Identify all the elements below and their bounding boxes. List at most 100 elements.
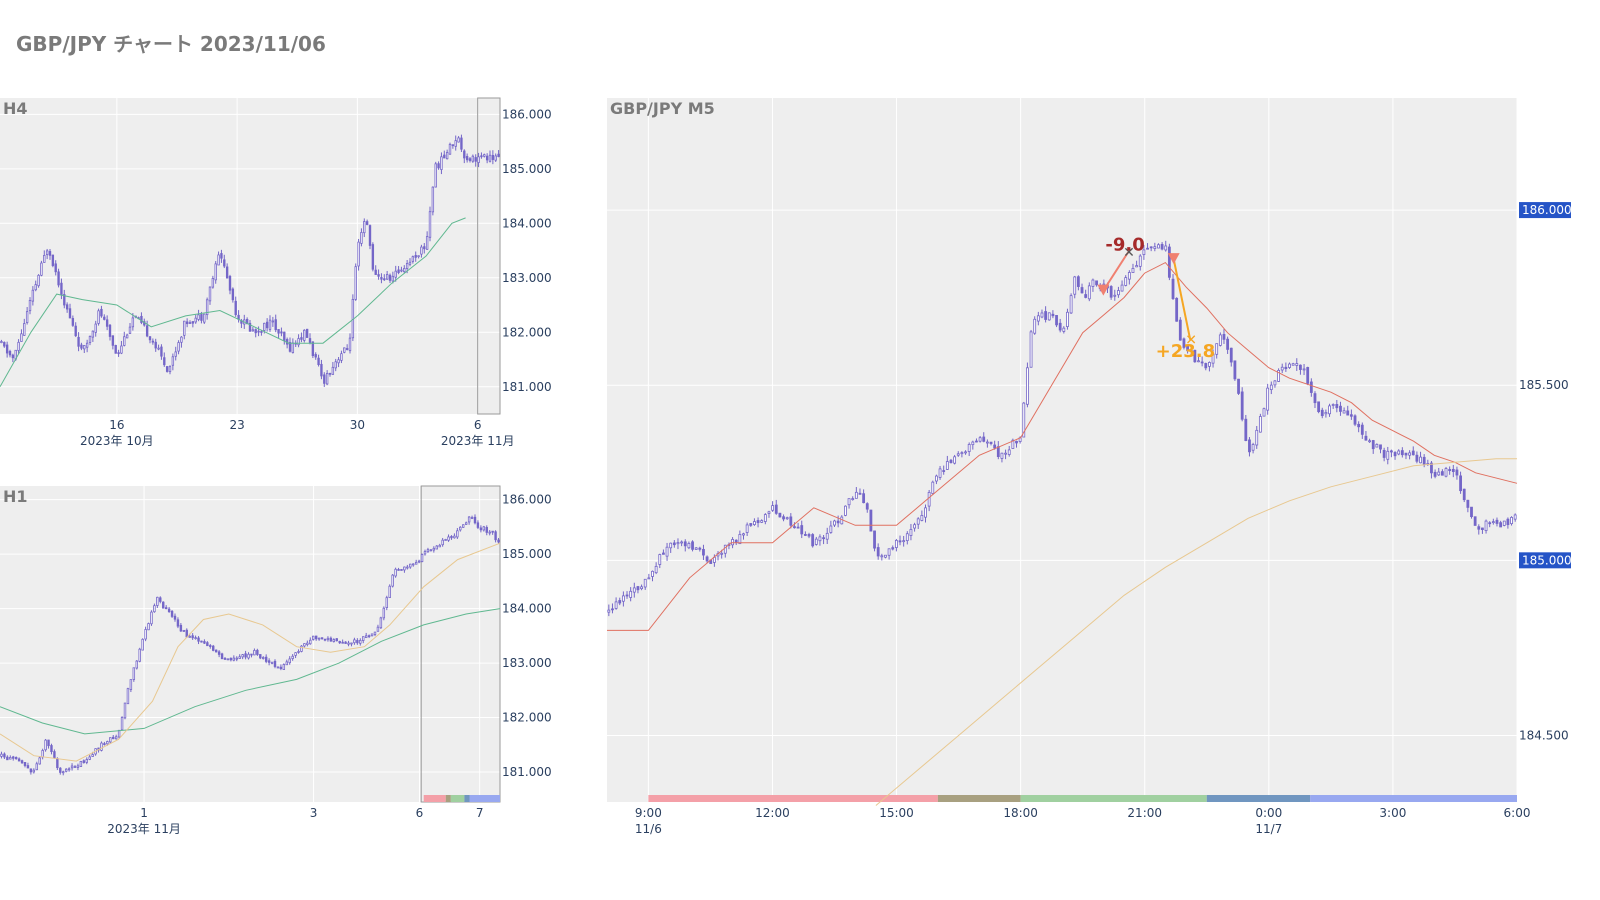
h1-candle-body	[394, 568, 397, 577]
h4-candle-body	[360, 232, 363, 244]
m5-candle-body	[1411, 450, 1415, 456]
h1-candle-body	[244, 653, 247, 658]
h4-candle-body	[443, 154, 446, 159]
m5-candle-body	[909, 529, 913, 536]
h4-candle-body	[131, 317, 135, 328]
h1-candle-body	[259, 654, 262, 659]
m5-candle-body	[680, 541, 684, 544]
m5-candle-body	[884, 554, 887, 558]
m5-candle-body	[723, 544, 727, 554]
h1-candle-body	[338, 641, 341, 644]
h4-candle-body	[120, 345, 123, 354]
h4-panel-title: H4	[3, 99, 28, 118]
m5-x-tick-label: 12:00	[755, 806, 790, 820]
h1-candle-body	[276, 666, 280, 669]
h1-candle-body	[476, 522, 480, 528]
h1-candle-body	[426, 549, 430, 553]
h1-plot-area	[0, 486, 500, 802]
m5-candle-body	[1233, 360, 1237, 380]
h1-candle-body	[279, 666, 283, 670]
h1-candle-body	[444, 539, 447, 541]
h4-candle-body	[465, 156, 469, 161]
m5-candle-body	[1284, 366, 1288, 370]
m5-candle-body	[1433, 471, 1437, 477]
h1-x-tick-label: 6	[416, 806, 424, 820]
m5-candle-body	[1135, 265, 1139, 268]
m5-candle-body	[672, 542, 676, 546]
h4-candle-body	[305, 328, 309, 338]
h4-candle-body	[417, 255, 420, 258]
h4-candle-body	[494, 155, 497, 161]
h4-candle-body	[497, 153, 500, 157]
h1-candle-body	[306, 642, 309, 645]
h1-candle-body	[262, 657, 265, 659]
h1-candle-body	[50, 745, 53, 752]
h4-moving-average-line	[0, 217, 466, 388]
h1-candle-body	[314, 635, 318, 640]
h1-candle-body	[226, 658, 230, 661]
h1-candle-body	[23, 762, 27, 766]
h1-candle-body	[153, 605, 156, 613]
m5-candle-body	[1393, 452, 1397, 457]
h1-candle-body	[85, 759, 88, 763]
m5-candle-body	[989, 441, 993, 444]
h1-candle-body	[409, 563, 412, 568]
h1-candle-body	[82, 760, 86, 763]
h1-candle-body	[373, 631, 377, 635]
h1-candle-body	[41, 750, 44, 758]
h1-candle-body	[379, 617, 383, 629]
h1-candle-body	[473, 516, 477, 524]
h1-candle-body	[150, 611, 153, 625]
h4-candle-body	[77, 336, 80, 347]
m5-candle-body	[978, 437, 982, 442]
h1-candle-body	[214, 649, 218, 653]
m5-candle-body	[767, 511, 771, 514]
m5-candle-body	[1026, 367, 1029, 405]
m5-candle-body	[942, 470, 946, 472]
h4-candle-body	[340, 353, 343, 361]
h4-candle-body	[354, 266, 357, 300]
m5-candle-body	[611, 608, 614, 611]
h4-candle-body	[94, 323, 97, 333]
h1-candle-body	[391, 574, 394, 587]
h4-candle-body	[325, 372, 329, 385]
m5-candle-body	[658, 554, 662, 565]
m5-candle-body	[1167, 246, 1171, 278]
m5-candle-body	[1397, 450, 1401, 455]
h1-candle-body	[456, 530, 459, 538]
h1-candle-body	[453, 535, 456, 539]
h1-candle-body	[56, 758, 59, 769]
h1-candle-body	[0, 753, 3, 757]
m5-candle-body	[1033, 318, 1037, 334]
m5-candle-body	[1218, 334, 1222, 346]
m5-candle-body	[651, 570, 654, 577]
h1-candle-body	[29, 768, 33, 773]
m5-candle-body	[1208, 362, 1211, 367]
h4-candle-body	[114, 344, 117, 354]
h4-candle-body	[100, 308, 103, 317]
m5-candle-body	[1258, 416, 1262, 433]
m5-price-badge-label: 186.000	[1522, 203, 1572, 217]
h1-candle-body	[317, 637, 321, 640]
m5-candle-body	[1390, 450, 1393, 453]
m5-x-tick-label: 15:00	[879, 806, 914, 820]
h4-candle-body	[57, 271, 60, 286]
m5-candle-body	[1288, 363, 1291, 368]
h1-candle-body	[414, 561, 418, 565]
m5-candle-body	[643, 578, 647, 588]
m5-candle-body	[1353, 415, 1357, 425]
h1-candle-body	[129, 679, 133, 690]
m5-session-segment	[937, 795, 1021, 802]
h1-candle-body	[117, 729, 121, 738]
m5-candle-body	[1440, 471, 1444, 476]
m5-plot-area	[607, 98, 1517, 802]
m5-x-tick-sublabel: 11/7	[1255, 822, 1282, 836]
h4-candle-body	[20, 333, 23, 342]
h1-candle-body	[212, 645, 215, 651]
h1-candle-body	[70, 765, 74, 769]
h4-candle-body	[337, 359, 340, 364]
m5-candle-body	[1400, 450, 1404, 456]
m5-candle-body	[1087, 285, 1091, 300]
h4-candle-body	[48, 251, 52, 256]
m5-candle-body	[1248, 439, 1251, 453]
